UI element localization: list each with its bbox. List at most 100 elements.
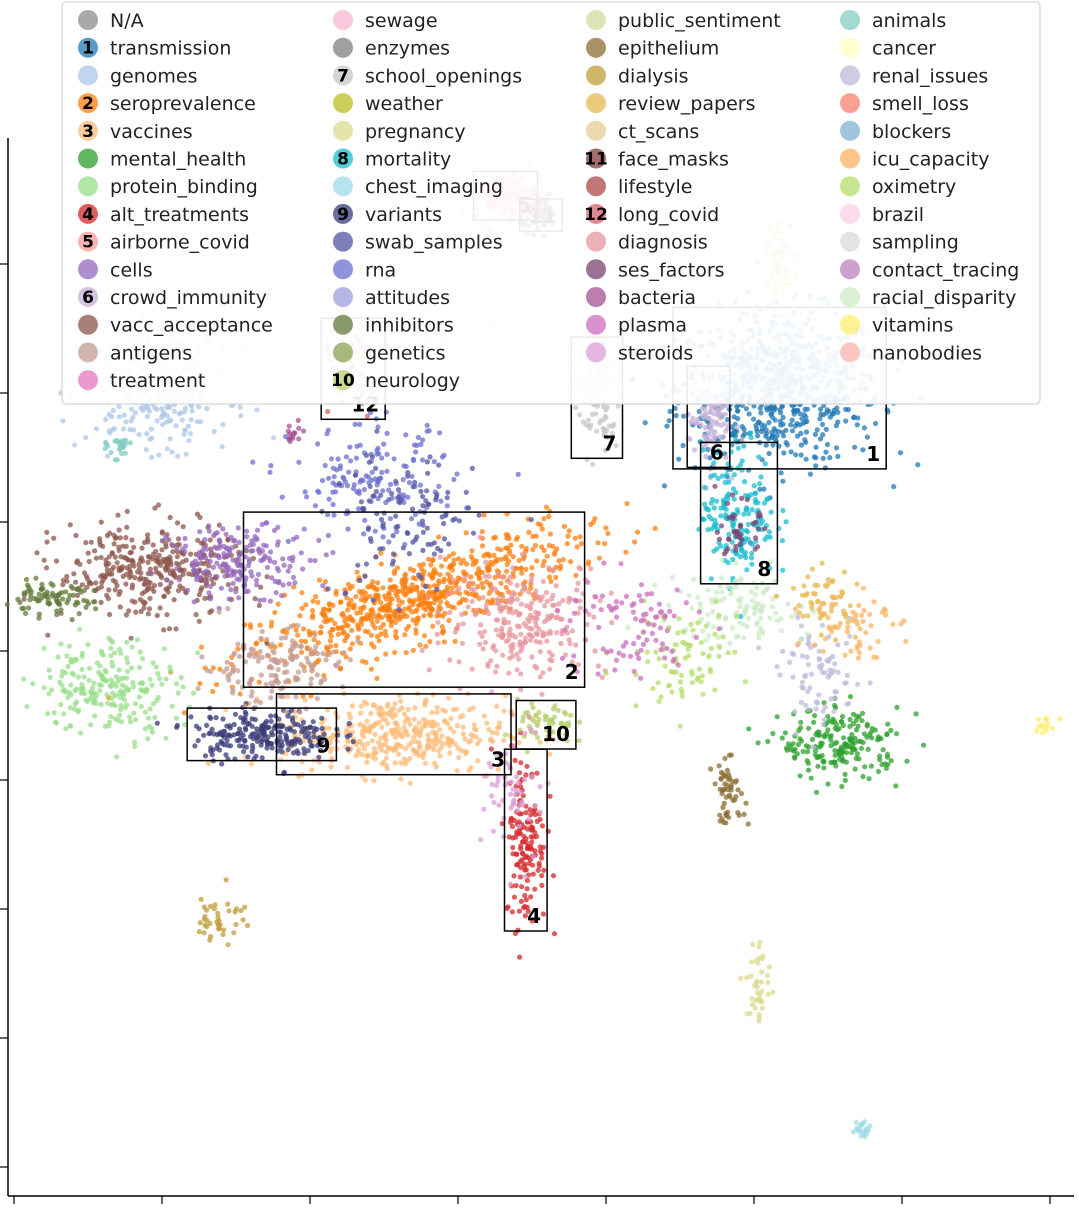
point-diagnosis <box>483 607 489 613</box>
point-mental-health <box>821 700 827 706</box>
point-diagnosis <box>480 595 486 601</box>
point-cells <box>248 569 254 575</box>
point-seroprevalence <box>388 623 394 629</box>
point-genomes <box>110 407 116 414</box>
point-vaccines <box>368 710 374 717</box>
point-diagnosis <box>500 594 506 600</box>
point-alt-treatments <box>540 911 547 917</box>
point-mortality <box>721 505 727 511</box>
point-diagnosis <box>510 610 516 616</box>
point-mental-health <box>839 783 845 790</box>
point-seroprevalence <box>548 578 554 584</box>
point-genomes <box>175 453 181 459</box>
point-mental-health <box>746 726 752 732</box>
point-transmission <box>797 411 803 417</box>
point-seroprevalence <box>546 513 552 520</box>
point-seroprevalence <box>438 599 444 605</box>
point-epithelium <box>721 819 727 826</box>
point-mental-health <box>893 783 899 789</box>
point-swab-samples <box>446 541 452 547</box>
point-protein-binding <box>127 719 133 725</box>
point-vaccines <box>436 748 442 754</box>
point-variants <box>224 742 231 748</box>
point-diagnosis <box>447 657 453 663</box>
point-seroprevalence <box>476 595 482 602</box>
point-seroprevalence <box>416 590 423 596</box>
x-ticks <box>13 1196 1051 1204</box>
point-neurology <box>558 721 564 727</box>
point-vacc-acceptance <box>128 635 134 641</box>
point-seroprevalence <box>457 576 463 582</box>
point-vacc-acceptance <box>121 555 127 561</box>
point-vaccines <box>319 720 325 726</box>
point-cells <box>245 588 251 594</box>
point-seroprevalence <box>356 626 362 632</box>
point-seroprevalence <box>517 566 524 572</box>
point-seroprevalence <box>375 580 381 586</box>
point-rna <box>367 409 374 416</box>
point-mental-health <box>847 736 853 742</box>
point-seroprevalence <box>316 577 323 583</box>
point-genomes <box>164 446 170 452</box>
point-vacc-acceptance <box>73 532 79 539</box>
point-genomes <box>144 413 150 420</box>
point-protein-binding <box>159 681 165 687</box>
point-seroprevalence <box>375 592 381 599</box>
point-neurology <box>520 714 526 720</box>
point-cells <box>207 572 213 578</box>
point-vacc-acceptance <box>140 599 146 605</box>
point-vaccines <box>486 726 492 733</box>
point-mental-health <box>770 730 776 737</box>
point-seroprevalence <box>472 560 478 566</box>
point-protein-binding <box>81 674 87 680</box>
point-rna <box>394 529 400 535</box>
point-vacc-acceptance <box>44 529 50 536</box>
point-school-openings <box>573 405 579 411</box>
point-rna <box>412 511 419 517</box>
point-seroprevalence <box>295 632 301 638</box>
point-vacc-acceptance <box>98 519 104 525</box>
point-seroprevalence <box>313 594 319 600</box>
point-seroprevalence <box>406 623 412 629</box>
point-swab-samples <box>423 498 429 504</box>
point-cells <box>259 521 265 528</box>
point-vacc-acceptance <box>153 565 159 571</box>
point-protein-binding <box>97 688 103 694</box>
point-mortality <box>714 450 720 456</box>
point-variants <box>283 732 289 738</box>
point-crowd-immunity <box>714 419 720 425</box>
point-variants <box>311 729 317 735</box>
point-cells <box>211 533 217 539</box>
point-vaccines <box>442 718 448 725</box>
point-swab-samples <box>424 488 430 494</box>
point-genomes <box>128 418 134 424</box>
point-vaccines <box>361 746 367 752</box>
point-variants <box>295 722 301 728</box>
point-vacc-acceptance <box>177 583 183 589</box>
point-vacc-acceptance <box>161 627 167 633</box>
point-mortality <box>749 561 755 567</box>
point-epithelium <box>718 769 725 776</box>
point-vaccines <box>496 720 503 726</box>
point-vaccines <box>494 730 500 736</box>
point-swab-samples <box>405 473 411 479</box>
point-transmission <box>789 417 795 423</box>
point-antigens <box>298 661 304 668</box>
point-seroprevalence <box>409 582 415 588</box>
point-neurology <box>531 718 537 724</box>
point-transmission <box>642 420 648 426</box>
point-alt-treatments <box>522 867 528 873</box>
point-vacc-acceptance <box>154 612 160 619</box>
point-antigens <box>298 644 304 650</box>
point-vaccines <box>404 715 410 721</box>
point-mental-health <box>885 762 891 768</box>
point-school-openings <box>615 403 621 409</box>
point-crowd-immunity <box>702 425 708 431</box>
point-vacc-acceptance <box>131 544 137 550</box>
point-vaccines <box>383 755 389 761</box>
point-transmission <box>724 417 731 423</box>
point-vaccines <box>356 747 362 753</box>
point-swab-samples <box>436 462 442 468</box>
point-genomes <box>156 452 162 458</box>
point-vaccines <box>429 710 435 716</box>
